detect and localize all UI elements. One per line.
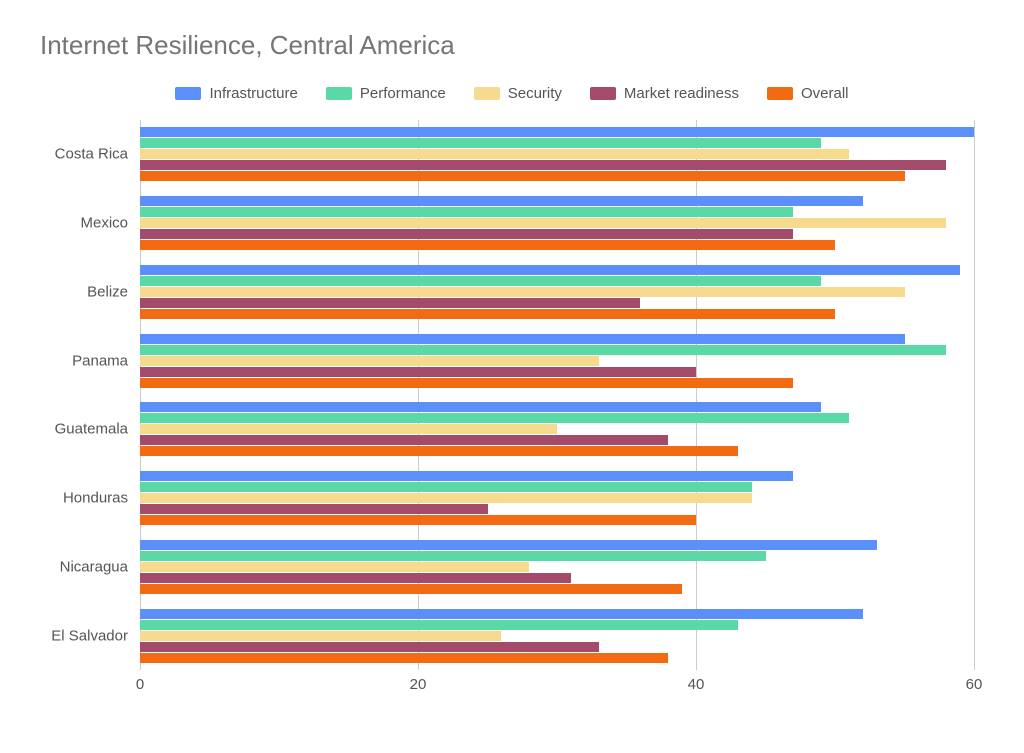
bar bbox=[140, 138, 821, 148]
y-tick-label: Costa Rica bbox=[55, 146, 140, 163]
bar bbox=[140, 493, 752, 503]
bar bbox=[140, 504, 488, 514]
bar bbox=[140, 334, 905, 344]
y-tick-label: El Salvador bbox=[51, 627, 140, 644]
bar bbox=[140, 402, 821, 412]
bar bbox=[140, 149, 849, 159]
category-group: Belize bbox=[140, 258, 974, 327]
legend-swatch bbox=[474, 87, 500, 100]
legend-label: Security bbox=[508, 85, 562, 102]
legend-item: Performance bbox=[326, 85, 446, 102]
bar bbox=[140, 276, 821, 286]
plot-area: Costa RicaMexicoBelizePanamaGuatemalaHon… bbox=[140, 120, 974, 700]
bar bbox=[140, 287, 905, 297]
y-tick-label: Guatemala bbox=[55, 421, 140, 438]
legend-item: Overall bbox=[767, 85, 849, 102]
gridline bbox=[974, 120, 975, 670]
bar-groups: Costa RicaMexicoBelizePanamaGuatemalaHon… bbox=[140, 120, 974, 670]
x-tick-label: 0 bbox=[136, 676, 144, 693]
bar bbox=[140, 573, 571, 583]
category-group: Guatemala bbox=[140, 395, 974, 464]
bar bbox=[140, 435, 668, 445]
category-group: Panama bbox=[140, 326, 974, 395]
x-tick-label: 40 bbox=[688, 676, 705, 693]
bar bbox=[140, 378, 793, 388]
legend-swatch bbox=[326, 87, 352, 100]
legend-swatch bbox=[767, 87, 793, 100]
legend-label: Overall bbox=[801, 85, 849, 102]
bar bbox=[140, 642, 599, 652]
bar bbox=[140, 367, 696, 377]
legend-item: Market readiness bbox=[590, 85, 739, 102]
legend-label: Infrastructure bbox=[209, 85, 297, 102]
bar bbox=[140, 356, 599, 366]
bar bbox=[140, 298, 640, 308]
chart-title: Internet Resilience, Central America bbox=[40, 30, 984, 61]
chart-container: Internet Resilience, Central America Inf… bbox=[0, 0, 1024, 753]
bar bbox=[140, 620, 738, 630]
x-tick-label: 60 bbox=[966, 676, 983, 693]
bar bbox=[140, 160, 946, 170]
bar bbox=[140, 653, 668, 663]
category-group: Costa Rica bbox=[140, 120, 974, 189]
legend: Infrastructure Performance Security Market … bbox=[40, 85, 984, 102]
bar bbox=[140, 551, 766, 561]
y-tick-label: Belize bbox=[87, 283, 140, 300]
legend-swatch bbox=[175, 87, 201, 100]
bar bbox=[140, 345, 946, 355]
bar bbox=[140, 584, 682, 594]
y-tick-label: Honduras bbox=[63, 490, 140, 507]
legend-item: Security bbox=[474, 85, 562, 102]
x-axis: 0204060 bbox=[140, 670, 974, 700]
bar bbox=[140, 515, 696, 525]
bar bbox=[140, 609, 863, 619]
legend-swatch bbox=[590, 87, 616, 100]
bar bbox=[140, 240, 835, 250]
category-group: Honduras bbox=[140, 464, 974, 533]
legend-label: Performance bbox=[360, 85, 446, 102]
y-tick-label: Mexico bbox=[80, 215, 140, 232]
bar bbox=[140, 413, 849, 423]
bar bbox=[140, 218, 946, 228]
bar bbox=[140, 207, 793, 217]
legend-label: Market readiness bbox=[624, 85, 739, 102]
bar bbox=[140, 471, 793, 481]
bar bbox=[140, 309, 835, 319]
bar bbox=[140, 446, 738, 456]
category-group: Nicaragua bbox=[140, 533, 974, 602]
bar bbox=[140, 540, 877, 550]
bar bbox=[140, 482, 752, 492]
y-tick-label: Nicaragua bbox=[60, 558, 140, 575]
bar bbox=[140, 562, 529, 572]
category-group: Mexico bbox=[140, 189, 974, 258]
x-tick-label: 20 bbox=[410, 676, 427, 693]
bar bbox=[140, 265, 960, 275]
category-group: El Salvador bbox=[140, 601, 974, 670]
y-tick-label: Panama bbox=[72, 352, 140, 369]
bar bbox=[140, 171, 905, 181]
legend-item: Infrastructure bbox=[175, 85, 297, 102]
bar bbox=[140, 424, 557, 434]
bar bbox=[140, 127, 974, 137]
bar bbox=[140, 196, 863, 206]
bar bbox=[140, 229, 793, 239]
bar bbox=[140, 631, 501, 641]
